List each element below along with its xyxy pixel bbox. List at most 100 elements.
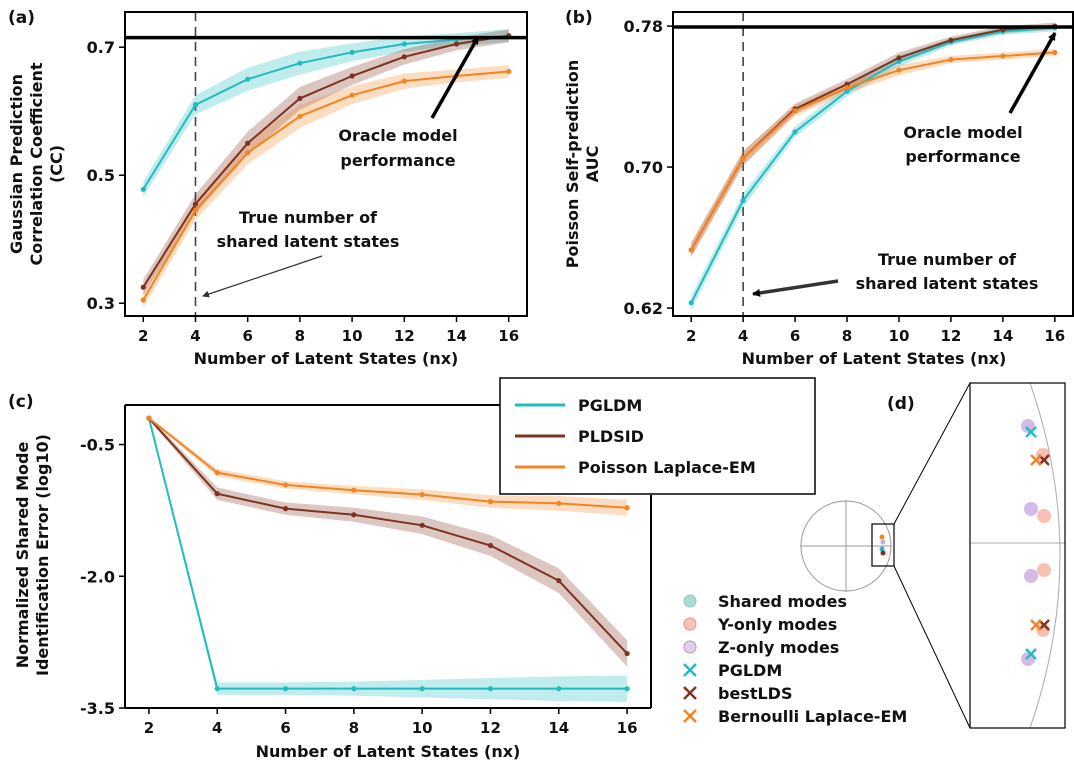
laplace-data-point <box>844 85 850 91</box>
panel-b-truth-annotation-line-2: shared latent states <box>856 274 1039 293</box>
pgldm-estimate-marker <box>1025 426 1037 660</box>
mini-mode-marker <box>879 546 885 552</box>
laplace-data-point <box>282 482 289 488</box>
laplace-data-point <box>624 505 630 511</box>
laplace-data-point <box>556 500 562 506</box>
y-tick-label: 0.62 <box>624 299 663 318</box>
pgldm-data-point <box>140 186 146 192</box>
pgldm-series-line <box>142 34 509 190</box>
pldsid-data-point <box>192 201 199 207</box>
laplace-em-estimate-marker <box>1030 454 1042 631</box>
legend-z-only-modes-marker <box>683 640 697 654</box>
pldsid-data-point <box>948 37 954 43</box>
legend-pldsid-label: PLDSID <box>578 427 644 446</box>
y-tick-label: 0.3 <box>87 294 115 313</box>
pgldm-data-point <box>688 300 694 306</box>
panel-a-oracle-annotation-line-2: performance <box>340 151 455 170</box>
laplace-data-point <box>297 113 303 119</box>
legend-shared-modes-marker <box>683 594 697 608</box>
pgldm-data-point <box>487 686 494 692</box>
panel-a-truth-arrow <box>202 255 323 298</box>
panel-a-ylabel-line-2: Correlation Coefficient <box>27 62 46 265</box>
y-tick-label: 0.70 <box>624 158 663 177</box>
pgldm-data-point <box>419 686 425 692</box>
x-tick-label: 10 <box>889 327 910 345</box>
laplace-confidence-band <box>148 417 628 516</box>
x-tick-label: 8 <box>295 327 305 345</box>
panel-b-chart: (b) 2 4 6 8 10 12 14 16 0.62 0.70 0.78 Number of L… <box>563 8 1074 368</box>
panel-a-plot-area <box>125 12 527 316</box>
pgldm-data-point <box>192 102 199 108</box>
panel-b-ylabel: Poisson Self-prediction AUC <box>563 60 602 269</box>
pldsid-data-point <box>351 512 357 518</box>
laplace-data-point <box>487 499 494 505</box>
panel-b-ylabel-line-1: Poisson Self-prediction <box>563 60 582 269</box>
panel-c-ylabel-line-2: Identification Error (log10) <box>33 434 52 676</box>
laplace-data-point <box>140 297 146 303</box>
panel-d-mode-plot: (d) <box>683 382 1066 729</box>
y-tick-label: -0.5 <box>80 436 115 455</box>
laplace-data-point <box>349 92 355 98</box>
x-tick-label: 12 <box>940 327 961 345</box>
pldsid-data-point <box>349 73 355 79</box>
pldsid-data-point <box>453 41 460 47</box>
pldsid-data-point <box>896 55 902 61</box>
legend-shared-modes-label: Shared modes <box>718 592 847 611</box>
x-tick-label: 8 <box>349 719 359 737</box>
y-tick-label: 0.5 <box>87 166 115 185</box>
x-tick-label: 2 <box>138 327 148 345</box>
legend-y-only-modes-marker <box>683 617 697 631</box>
x-tick-label: 4 <box>738 327 748 345</box>
x-tick-label: 2 <box>686 327 696 345</box>
panel-a-ylabel-line-3: (CC) <box>47 145 66 183</box>
pgldm-data-point <box>740 197 746 204</box>
pgldm-data-point <box>792 129 798 135</box>
laplace-data-point <box>896 67 902 73</box>
pgldm-data-point <box>351 686 357 692</box>
laplace-data-point <box>214 470 220 476</box>
panel-c-ylabel: Normalized Shared Mode Identification Er… <box>13 434 52 676</box>
zoom-region-box <box>871 523 895 567</box>
panel-a-oracle-arrow <box>430 36 480 119</box>
y-tick-label: 0.78 <box>624 17 663 36</box>
panel-a-xlabel: Number of Latent States (nx) <box>194 349 459 368</box>
laplace-data-point <box>419 491 425 498</box>
laplace-series-line <box>142 70 509 301</box>
pldsid-data-point <box>282 506 289 512</box>
zoom-inset-frame <box>969 382 1066 729</box>
panel-b-plot-area <box>673 12 1073 316</box>
laplace-data-point <box>948 56 954 63</box>
panel-b-oracle-arrow <box>1008 32 1057 114</box>
pgldm-data-point <box>245 76 251 82</box>
y-tick-label: 0.7 <box>87 38 115 57</box>
panel-c-chart: (c) 2 4 6 8 10 12 14 16 -3.5 -2.0 -0.5 Number of L… <box>8 377 816 761</box>
pgldm-data-point <box>297 60 303 66</box>
laplace-data-point <box>740 155 746 161</box>
laplace-series-line <box>148 417 628 509</box>
pldsid-data-point <box>214 491 220 497</box>
legend-laplace-label: Poisson Laplace-EM <box>578 458 756 477</box>
panel-a-truth-annotation-line-2: shared latent states <box>217 232 400 251</box>
x-tick-label: 6 <box>790 327 800 345</box>
panel-c-xlabel: Number of Latent States (nx) <box>256 742 521 761</box>
panel-c-plot-area <box>146 415 630 702</box>
pldsid-data-point <box>401 54 407 60</box>
panel-a-frame <box>124 11 528 317</box>
x-tick-label: 4 <box>212 719 222 737</box>
y-only-mode <box>1037 563 1051 577</box>
panel-b-oracle-annotation-line-2: performance <box>905 147 1020 166</box>
zoom-inset-content <box>970 383 1065 728</box>
panel-b-xlabel: Number of Latent States (nx) <box>742 349 1007 368</box>
pldsid-series-line <box>148 417 628 655</box>
x-tick-label: 14 <box>548 719 569 737</box>
zoom-connector-bottom <box>893 565 971 729</box>
x-tick-label: 6 <box>280 719 290 737</box>
legend-y-only-modes-label: Y-only modes <box>717 615 837 634</box>
panel-d-legend: Shared modes Y-only modes Z-only modes P… <box>683 592 907 726</box>
pldsid-data-point <box>419 522 425 528</box>
y-tick-label: -3.5 <box>80 699 115 718</box>
legend-bernoulli-marker <box>683 709 697 723</box>
y-only-mode <box>1037 509 1051 523</box>
pgldm-data-point <box>349 49 355 55</box>
